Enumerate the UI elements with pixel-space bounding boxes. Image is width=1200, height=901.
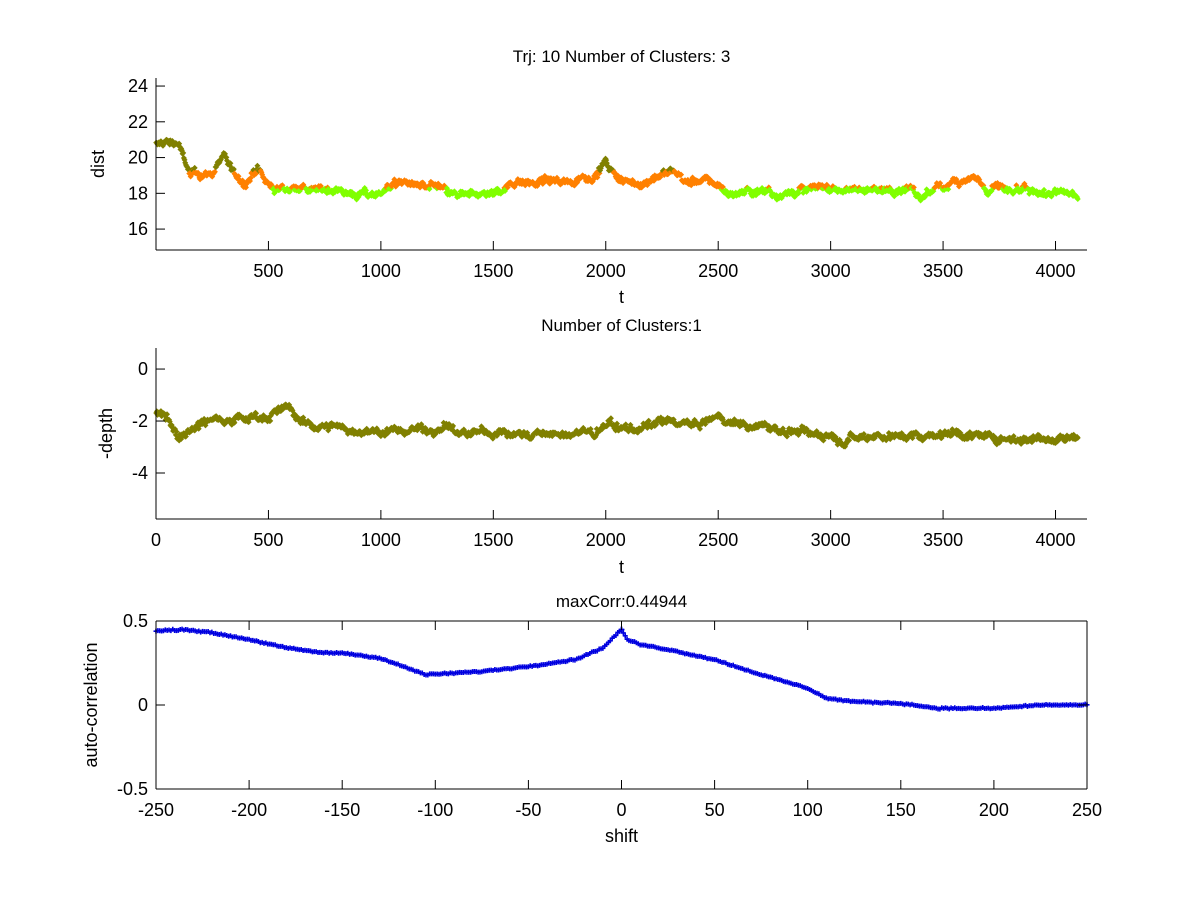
data-point-cluster-1: [164, 411, 171, 418]
data-point-cluster-3: [945, 186, 952, 193]
data-point-cluster-1: [231, 419, 238, 426]
data-point-cluster-2: [678, 171, 685, 178]
x-tick-label: -250: [138, 800, 174, 820]
data-point-cluster-1: [227, 160, 234, 167]
data-points: [153, 401, 1081, 450]
x-tick-label: 3500: [923, 530, 963, 550]
subplot-1: 500 1000 1500 2000 2500 3000 3500 4000 16 18 20 22 2…: [88, 47, 1087, 307]
y-tick-label: 20: [128, 148, 148, 168]
data-point-cluster-1: [230, 166, 237, 173]
data-point-cluster-3: [426, 185, 433, 192]
data-point-cluster-2: [235, 173, 242, 180]
x-tick-label: 250: [1072, 800, 1102, 820]
data-point-cluster-1: [696, 425, 703, 432]
data-point-cluster-1: [254, 162, 261, 169]
data-points: [153, 626, 1090, 712]
x-tick-label: 1500: [473, 261, 513, 281]
y-tick-label: -0.5: [117, 779, 148, 799]
x-tick-label: -150: [324, 800, 360, 820]
data-point-cluster-1: [450, 422, 457, 429]
y-tick-label: 18: [128, 183, 148, 203]
x-tick-label: -50: [515, 800, 541, 820]
y-tick-label: 0: [138, 695, 148, 715]
data-point-cluster-3: [363, 187, 370, 194]
data-point-cluster-2: [719, 183, 726, 190]
x-tick-label: 500: [253, 261, 283, 281]
x-tick-label: 3000: [811, 261, 851, 281]
data-point-cluster-1: [191, 164, 198, 171]
x-tick-label: -200: [231, 800, 267, 820]
x-tick-label: 2000: [586, 261, 626, 281]
x-tick-label: 500: [253, 530, 283, 550]
data-points: [153, 136, 1081, 204]
x-tick-label: 2500: [698, 261, 738, 281]
y-axis-label: dist: [88, 150, 108, 178]
x-tick-label: 1500: [473, 530, 513, 550]
data-point: [613, 632, 619, 638]
subplot-3: -250 -200 -150 -100 -50 0 50 100 150 200 250 0.5 0 -0…: [81, 592, 1102, 846]
data-point-cluster-2: [910, 184, 917, 191]
data-point-cluster-2: [247, 174, 254, 181]
x-tick-label: 1000: [361, 261, 401, 281]
data-point-cluster-1: [645, 417, 652, 424]
y-tick-label: 0: [138, 359, 148, 379]
subplot-2: 0 500 1000 1500 2000 2500 3000 3500 4000 0 -2 -4 Num…: [96, 316, 1087, 577]
x-tick-label: 50: [705, 800, 725, 820]
x-axis-label: t: [619, 557, 624, 577]
y-tick-label: 24: [128, 76, 148, 96]
x-tick-label: 100: [793, 800, 823, 820]
data-point-cluster-1: [909, 435, 916, 442]
x-axis-label: t: [619, 287, 624, 307]
data-point-cluster-1: [607, 415, 614, 422]
x-tick-label: 4000: [1035, 261, 1075, 281]
data-point-cluster-1: [846, 437, 853, 444]
x-tick-label: -100: [417, 800, 453, 820]
data-point-cluster-1: [180, 149, 187, 156]
y-axis-label: auto-correlation: [81, 642, 101, 767]
y-tick-label: 22: [128, 112, 148, 132]
x-tick-label: 0: [151, 530, 161, 550]
data-point-cluster-1: [1074, 434, 1081, 441]
data-point-cluster-1: [779, 425, 786, 432]
x-tick-label: 2500: [698, 530, 738, 550]
data-point: [620, 630, 626, 636]
x-tick-label: 150: [886, 800, 916, 820]
chart-title: maxCorr:0.44944: [556, 592, 687, 611]
data-point-cluster-1: [173, 428, 180, 435]
x-tick-label: 3500: [923, 261, 963, 281]
data-point-cluster-2: [594, 174, 601, 181]
data-point-cluster-1: [784, 433, 791, 440]
y-tick-label: 16: [128, 219, 148, 239]
y-tick-label: 0.5: [123, 611, 148, 631]
chart-title: Trj: 10 Number of Clusters: 3: [513, 47, 731, 66]
data-point-cluster-2: [504, 184, 511, 191]
data-point-cluster-1: [253, 410, 260, 417]
y-tick-label: -2: [132, 411, 148, 431]
x-tick-label: 200: [979, 800, 1009, 820]
x-tick-label: 1000: [361, 530, 401, 550]
x-tick-label: 4000: [1035, 530, 1075, 550]
data-point: [622, 633, 628, 639]
x-tick-label: 0: [616, 800, 626, 820]
data-point-cluster-3: [1074, 195, 1081, 202]
y-tick-label: -4: [132, 463, 148, 483]
x-tick-label: 2000: [586, 530, 626, 550]
data-point-cluster-1: [267, 417, 274, 424]
y-axis-label: -depth: [96, 408, 116, 459]
x-tick-label: 3000: [811, 530, 851, 550]
data-point-cluster-2: [317, 183, 324, 190]
data-point: [607, 638, 613, 644]
chart-title: Number of Clusters:1: [541, 316, 702, 335]
data-point-cluster-3: [1041, 186, 1048, 193]
x-axis-label: shift: [605, 826, 638, 846]
data-point-cluster-2: [211, 168, 218, 175]
